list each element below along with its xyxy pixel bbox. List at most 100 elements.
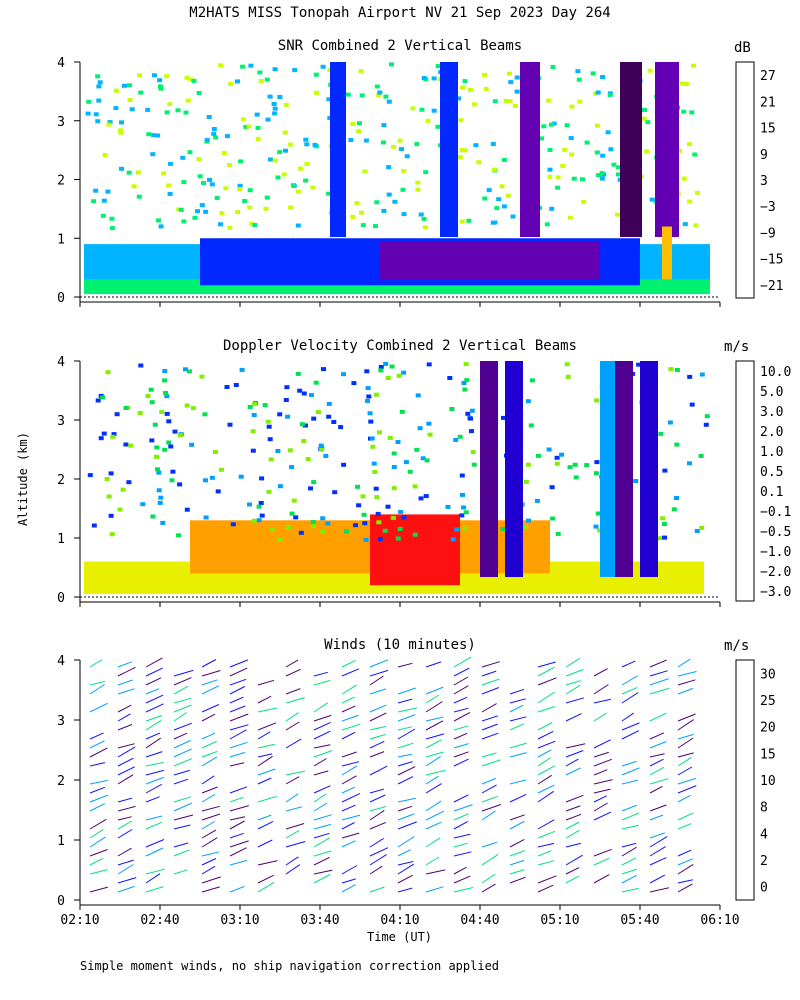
wind-barb (341, 751, 357, 758)
snr-cell (91, 199, 97, 204)
velocity-cell (453, 437, 459, 442)
velocity-cell (500, 526, 506, 531)
snr-cell (501, 204, 507, 209)
wind-barb (341, 659, 356, 668)
wind-barb (593, 698, 612, 704)
wind-barb (145, 815, 163, 821)
wind-barb (89, 829, 104, 839)
wind-barb (397, 714, 416, 722)
wind-barb (425, 769, 446, 776)
wind-barb (229, 686, 245, 695)
colorbar-label: 25 (760, 694, 776, 709)
velocity-cell (463, 510, 469, 515)
wind-barb (649, 766, 665, 776)
wind-barb (145, 751, 163, 758)
wind-barb (285, 688, 301, 695)
snr-cell (547, 167, 553, 172)
velocity-cell (150, 514, 156, 519)
snr-cell (249, 221, 255, 226)
wind-barb (313, 785, 331, 794)
wind-barb (677, 823, 692, 830)
wind-barb (425, 800, 442, 812)
velocity-cell (291, 498, 297, 503)
snr-cell (483, 86, 489, 91)
snr-cell (227, 163, 232, 167)
snr-cell (410, 106, 416, 111)
colorbar-label: 15 (760, 747, 776, 762)
wind-barb (341, 761, 360, 767)
snr-cell (389, 62, 394, 67)
velocity-cell (209, 475, 215, 480)
wind-barb (229, 678, 247, 686)
snr-cell (240, 117, 246, 122)
velocity-cell (168, 444, 174, 449)
wind-barb (313, 874, 331, 884)
snr-cell (312, 142, 318, 147)
snr-cell (399, 147, 404, 152)
velocity-cell (202, 412, 208, 417)
wind-barb (117, 746, 136, 758)
wind-barb (621, 730, 640, 740)
wind-barb (677, 863, 694, 875)
velocity-cell (401, 515, 407, 520)
wind-barb (677, 719, 694, 731)
wind-barb (341, 765, 358, 776)
wind-barb (453, 725, 469, 731)
wind-barb (397, 821, 417, 830)
snr-cell (181, 180, 187, 185)
wind-barb (649, 741, 667, 749)
velocity-cell (391, 465, 397, 469)
velocity-cell (699, 525, 705, 530)
wind-barb (313, 714, 332, 722)
wind-barb (285, 793, 299, 803)
wind-barb (369, 765, 388, 776)
wind-barb (313, 702, 329, 713)
snr-cell (207, 177, 213, 182)
velocity-cell (169, 478, 175, 483)
wind-barb (593, 795, 607, 803)
velocity-colorbar-unit: m/s (724, 339, 750, 355)
velocity-cell (414, 447, 420, 452)
snr-cell (304, 142, 310, 147)
velocity-cell (423, 494, 429, 499)
snr-cell (422, 225, 428, 230)
velocity-cell (636, 362, 642, 367)
wind-barb (341, 793, 361, 803)
colorbar-label: 0.5 (760, 465, 783, 480)
snr-cell (357, 121, 362, 126)
velocity-cell (398, 510, 404, 514)
snr-cell (644, 149, 650, 154)
wind-barb (453, 866, 467, 875)
wind-barb (425, 739, 442, 749)
velocity-cell (363, 537, 369, 542)
wind-barb (677, 733, 694, 740)
wind-barb (341, 775, 357, 785)
colorbar-frame (735, 659, 755, 901)
velocity-cell (370, 444, 376, 449)
velocity-cell (104, 477, 110, 481)
wind-barb (565, 854, 583, 866)
wind-barb (677, 777, 697, 785)
x-tick-label: 05:40 (620, 913, 659, 928)
wind-barb (145, 694, 164, 704)
wind-barb (481, 723, 498, 731)
snr-cell (277, 150, 283, 155)
snr-cell (681, 109, 687, 114)
wind-barb (257, 753, 273, 758)
velocity-cell (360, 494, 366, 499)
wind-barb (621, 712, 634, 722)
wind-barb (229, 713, 249, 722)
wind-barb (481, 784, 497, 794)
wind-barb (397, 861, 414, 866)
snr-cell (254, 112, 260, 117)
wind-barb (89, 869, 108, 875)
colorbar-label: 10 (760, 774, 776, 789)
snr-cell (486, 188, 492, 193)
wind-barb (201, 704, 220, 713)
wind-barb (145, 868, 165, 875)
snr-cell (590, 71, 596, 76)
snr-cell (514, 89, 520, 94)
snr-cell (460, 85, 465, 90)
snr-cell (127, 98, 133, 103)
velocity-cell (657, 536, 662, 541)
